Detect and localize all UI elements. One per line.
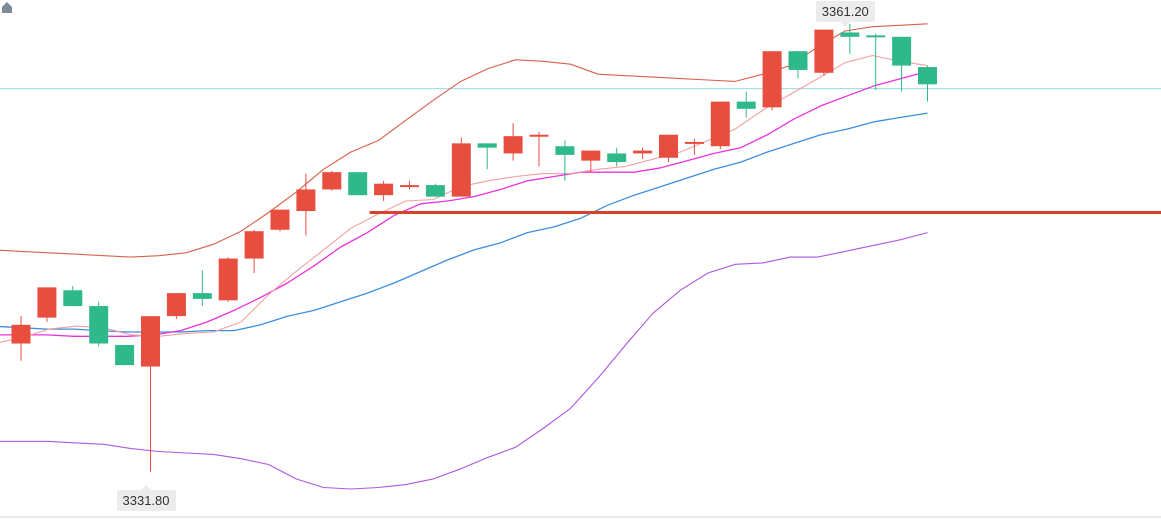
candle-body: [270, 209, 290, 230]
candle: [814, 29, 834, 76]
candle-body: [529, 134, 549, 137]
candle-body: [581, 150, 601, 161]
candle: [218, 257, 238, 302]
candle-body: [607, 153, 627, 163]
candle-body: [866, 35, 886, 38]
candle-body: [166, 293, 186, 317]
high-price-label: 3361.20: [815, 1, 875, 27]
candle: [89, 301, 109, 347]
candle: [296, 173, 316, 236]
candle-body: [322, 172, 342, 190]
candle-body: [244, 231, 264, 259]
candle-body: [659, 134, 678, 158]
candle-body: [11, 324, 31, 344]
candle-body: [348, 172, 368, 196]
candle: [322, 170, 342, 191]
candle-body: [736, 101, 756, 109]
candle-body: [451, 143, 471, 197]
candle: [244, 229, 264, 273]
candle-body: [477, 143, 497, 148]
boll-upper-line: [0, 23, 928, 258]
candle-body: [762, 51, 782, 108]
candle: [736, 91, 756, 118]
candle: [400, 180, 419, 190]
candle: [270, 209, 290, 232]
candle: [166, 293, 186, 320]
candle: [451, 137, 471, 197]
candle: [11, 316, 31, 361]
candle-body: [503, 136, 523, 154]
ma5-line: [0, 54, 928, 343]
candle-body: [788, 51, 808, 70]
candle: [192, 270, 212, 307]
candle-body: [296, 189, 316, 212]
low-price-label: 3331.80: [116, 485, 176, 511]
candle-body: [141, 316, 160, 367]
candle: [710, 101, 730, 150]
candle: [503, 123, 523, 161]
candle: [348, 172, 368, 196]
candle: [892, 36, 912, 92]
candle-body: [400, 185, 419, 188]
candle-body: [63, 290, 83, 307]
candle: [141, 316, 160, 472]
candle-body: [918, 67, 937, 85]
candle-body: [115, 344, 135, 366]
candle: [37, 287, 57, 322]
candle-body: [814, 29, 834, 73]
candle: [425, 183, 445, 197]
candle-body: [374, 183, 394, 196]
candle-body: [89, 306, 109, 344]
candle-body: [892, 36, 912, 66]
candle-body: [555, 146, 575, 155]
candle-body: [37, 287, 57, 318]
candle: [762, 51, 782, 111]
candle-body: [840, 32, 860, 37]
candle: [788, 51, 808, 79]
candle: [840, 23, 860, 55]
candle: [918, 65, 937, 102]
candle: [866, 33, 886, 91]
candle: [581, 150, 601, 173]
candle: [115, 344, 135, 366]
candle-body: [684, 141, 704, 144]
home-icon[interactable]: [0, 0, 14, 14]
candle-body: [192, 293, 212, 299]
candle: [684, 139, 704, 155]
candle-body: [710, 101, 730, 147]
candle: [477, 143, 497, 170]
candle: [555, 140, 575, 181]
candle: [529, 131, 549, 167]
candle: [374, 180, 394, 201]
candle-body: [218, 258, 238, 301]
candle: [607, 147, 627, 167]
candle: [659, 134, 678, 163]
candle-body: [633, 150, 653, 154]
candle: [633, 147, 653, 160]
candle-body: [425, 185, 445, 197]
candle: [63, 285, 83, 307]
boll-lower-line: [0, 232, 928, 490]
ma10-line: [0, 70, 928, 337]
